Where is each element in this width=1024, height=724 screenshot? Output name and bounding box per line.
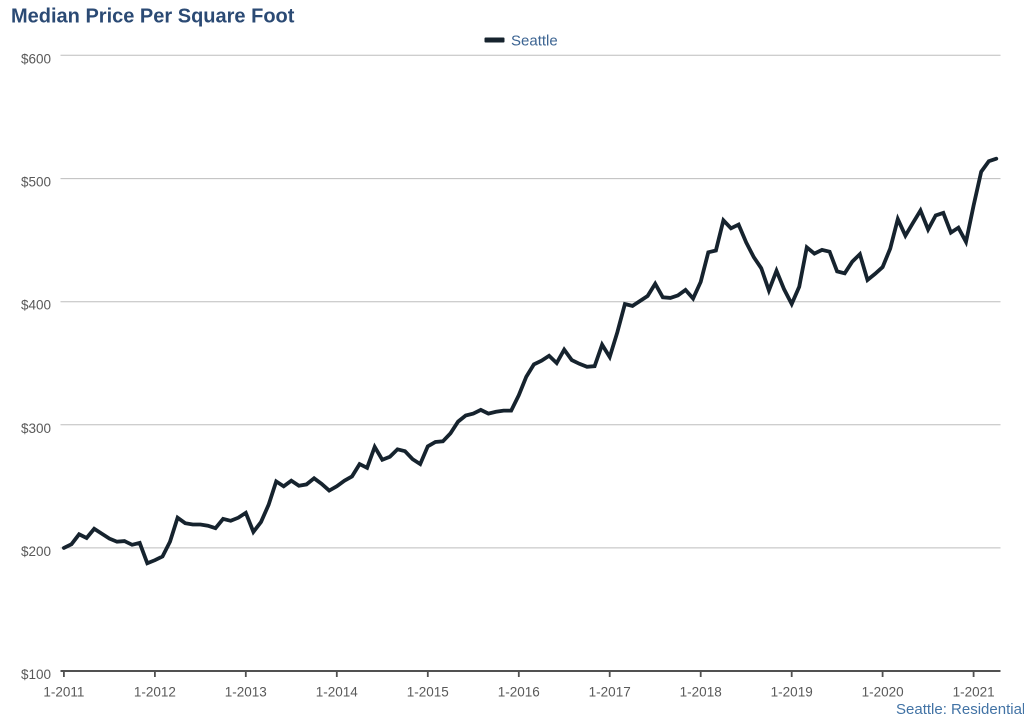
svg-text:1-2015: 1-2015 bbox=[407, 685, 449, 700]
svg-text:Median Price Per Square Foot: Median Price Per Square Foot bbox=[11, 6, 295, 28]
svg-text:1-2019: 1-2019 bbox=[771, 685, 813, 700]
svg-text:1-2012: 1-2012 bbox=[134, 685, 176, 700]
svg-text:Seattle: Residential: Seattle: Residential bbox=[896, 701, 1024, 718]
svg-text:$100: $100 bbox=[21, 667, 51, 682]
svg-text:$400: $400 bbox=[21, 298, 51, 313]
svg-text:1-2016: 1-2016 bbox=[498, 685, 540, 700]
svg-text:Seattle: Seattle bbox=[511, 33, 558, 50]
svg-text:1-2011: 1-2011 bbox=[43, 685, 84, 700]
svg-text:$300: $300 bbox=[21, 421, 51, 436]
svg-text:$500: $500 bbox=[21, 175, 51, 190]
svg-text:1-2020: 1-2020 bbox=[862, 685, 904, 700]
svg-text:1-2021: 1-2021 bbox=[953, 685, 995, 700]
svg-text:1-2014: 1-2014 bbox=[316, 685, 359, 700]
svg-text:$200: $200 bbox=[21, 544, 51, 559]
svg-text:1-2013: 1-2013 bbox=[225, 685, 267, 700]
svg-text:1-2018: 1-2018 bbox=[680, 685, 722, 700]
svg-text:1-2017: 1-2017 bbox=[589, 685, 631, 700]
svg-text:$600: $600 bbox=[21, 51, 51, 66]
